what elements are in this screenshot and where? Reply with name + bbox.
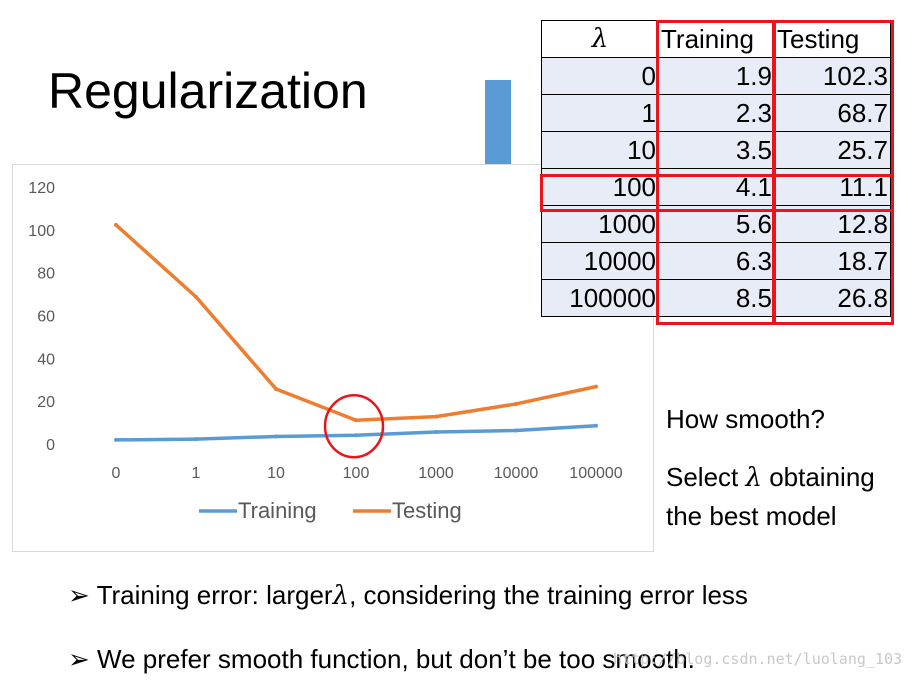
testing-cell: 26.8 — [774, 279, 891, 317]
annotation-circle — [323, 393, 385, 459]
header-training: Training — [658, 20, 775, 58]
x-tick-label: 1000 — [418, 465, 454, 482]
lambda-cell: 0 — [541, 57, 659, 95]
select-lambda-answer: Select λ obtaining the best model — [666, 458, 906, 535]
data-point-testing — [354, 418, 358, 423]
y-tick-label: 20 — [37, 394, 55, 411]
data-point-training — [354, 433, 358, 438]
y-tick-label: 100 — [28, 223, 55, 240]
series-line-training — [115, 424, 597, 442]
testing-cell: 18.7 — [774, 242, 891, 280]
bullet-prefer-smooth: ➢ We prefer smooth function, but don’t b… — [68, 644, 695, 675]
data-point-testing — [434, 414, 438, 419]
how-smooth-question: How smooth? — [666, 404, 825, 434]
testing-cell: 11.1 — [774, 168, 891, 206]
lambda-cell: 1 — [541, 94, 659, 132]
y-tick-label: 80 — [37, 266, 55, 283]
data-point-training — [194, 437, 198, 442]
y-tick-label: 40 — [37, 351, 55, 368]
testing-cell: 12.8 — [774, 205, 891, 243]
lambda-table: λ Training Testing 0 1.9 102.3 1 2.3 68.7 10 3.… — [541, 20, 891, 317]
table-row: 1000 5.6 12.8 — [541, 205, 891, 243]
bullet-marker: ➢ — [68, 580, 90, 610]
slide-title: Regularization — [48, 63, 368, 119]
table-row: 0 1.9 102.3 — [541, 57, 891, 95]
training-cell: 2.3 — [658, 94, 775, 132]
lambda-cell: 10 — [541, 131, 659, 169]
y-tick-label: 120 — [28, 180, 55, 197]
x-tick-label: 0 — [112, 465, 121, 482]
lambda-cell: 100 — [541, 168, 659, 206]
legend-label-testing: Testing — [392, 498, 462, 523]
testing-cell: 25.7 — [774, 131, 891, 169]
data-point-training — [274, 434, 278, 439]
data-point-training — [514, 428, 518, 433]
testing-cell: 68.7 — [774, 94, 891, 132]
y-tick-label: 0 — [46, 437, 55, 454]
x-tick-label: 100 — [343, 465, 370, 482]
data-point-testing — [194, 294, 198, 299]
bullet-text-pre: Training error: larger — [96, 580, 333, 610]
data-point-testing — [594, 384, 598, 389]
testing-cell: 102.3 — [774, 57, 891, 95]
data-point-training — [114, 437, 118, 442]
series-line-testing — [114, 223, 597, 422]
data-point-testing — [514, 401, 518, 406]
watermark: http://blog.csdn.net/luolang_103 — [613, 650, 902, 668]
lambda-cell: 100000 — [541, 279, 659, 317]
x-tick-label: 10 — [267, 465, 285, 482]
training-cell: 4.1 — [658, 168, 775, 206]
table-row: 10000 6.3 18.7 — [541, 242, 891, 280]
data-point-testing — [114, 222, 118, 227]
data-point-testing — [274, 386, 278, 391]
answer-prefix: Select — [666, 462, 746, 492]
header-lambda: λ — [541, 20, 659, 58]
x-tick-label: 100000 — [569, 465, 622, 482]
bullet-text-post: , considering the training error less — [349, 580, 748, 610]
bullet-training-error: ➢ Training error: largerλ, considering t… — [68, 580, 748, 611]
table-header-row: λ Training Testing — [541, 20, 891, 58]
lambda-cell: 10000 — [541, 242, 659, 280]
line-chart: 0 20 40 60 80 100 120 0 1 10 100 1000 10000 100000 Tra… — [28, 180, 623, 523]
table-row: 100000 8.5 26.8 — [541, 279, 891, 317]
training-cell: 3.5 — [658, 131, 775, 169]
data-point-training — [594, 423, 598, 428]
bullet-text-pre: We prefer smooth function, but don’t be … — [97, 644, 695, 674]
training-cell: 6.3 — [658, 242, 775, 280]
training-cell: 5.6 — [658, 205, 775, 243]
x-tick-label: 10000 — [494, 465, 539, 482]
legend-label-training: Training — [238, 498, 317, 523]
lambda-symbol: λ — [745, 463, 762, 493]
table-row: 10 3.5 25.7 — [541, 131, 891, 169]
bullet-marker: ➢ — [68, 644, 90, 674]
lambda-cell: 1000 — [541, 205, 659, 243]
data-point-training — [434, 430, 438, 435]
answer-suffix: obtaining the best model — [666, 462, 875, 531]
header-testing: Testing — [774, 20, 891, 58]
x-tick-label: 1 — [192, 465, 201, 482]
training-cell: 1.9 — [658, 57, 775, 95]
table-row: 1 2.3 68.7 — [541, 94, 891, 132]
lambda-symbol: λ — [332, 581, 350, 611]
training-cell: 8.5 — [658, 279, 775, 317]
table-row: 100 4.1 11.1 — [541, 168, 891, 206]
y-tick-label: 60 — [37, 309, 55, 326]
